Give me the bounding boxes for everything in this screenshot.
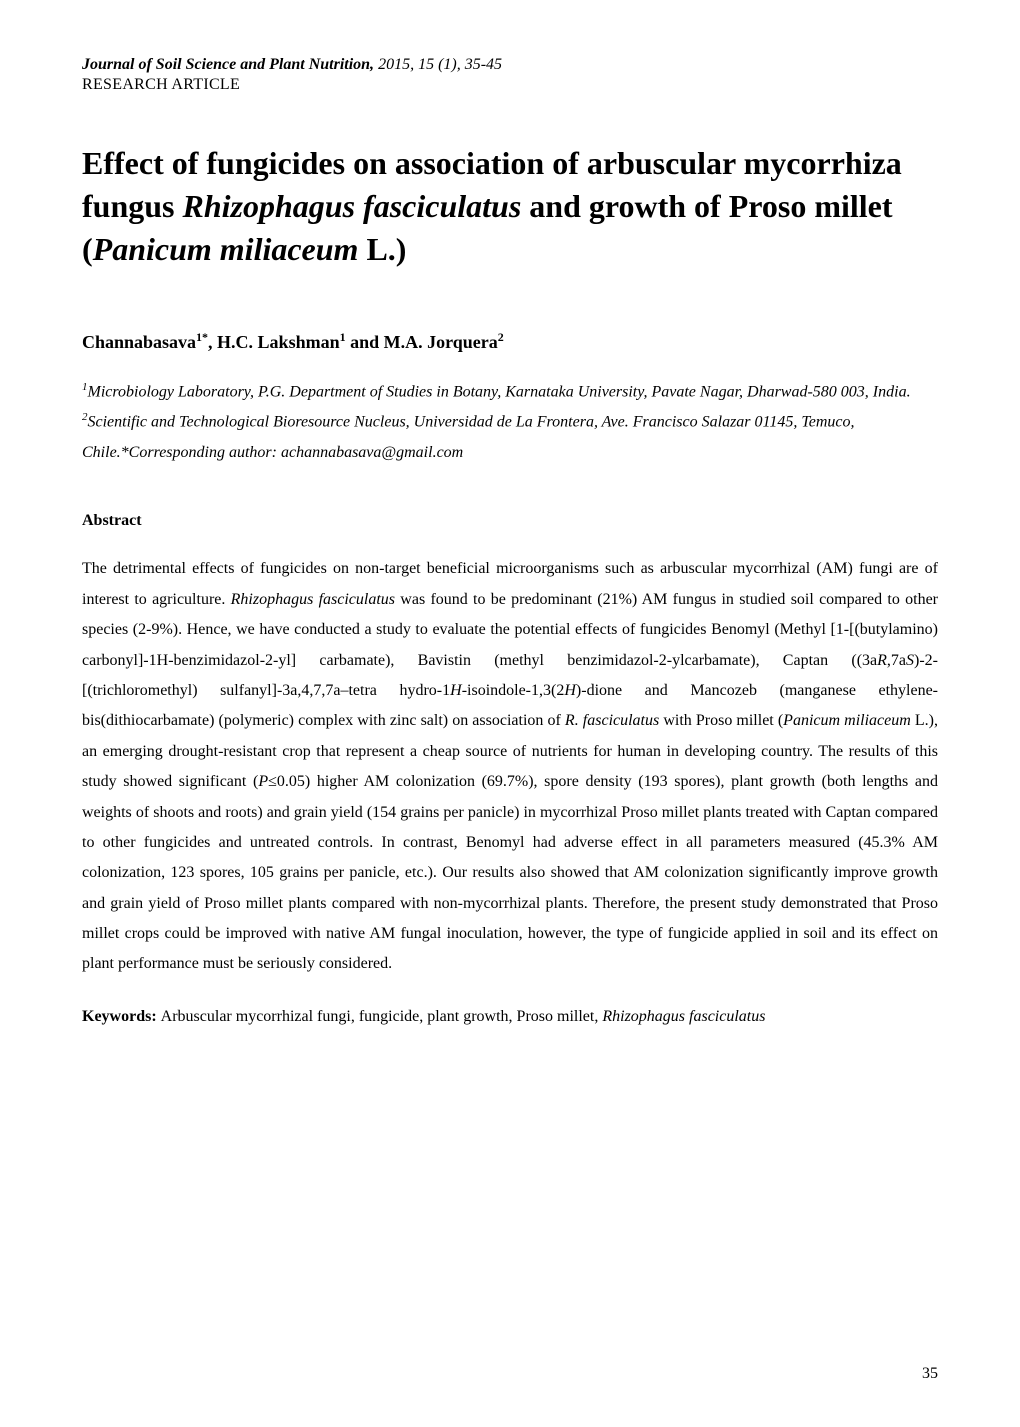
journal-issue: 2015, 15 (1), 35-45 [374, 56, 502, 73]
title-species: Rhizophagus fasciculatus [183, 188, 522, 224]
page-number: 35 [922, 1365, 938, 1383]
author-name: M.A. Jorquera [384, 332, 498, 352]
abstract-italic: R [877, 652, 887, 669]
keywords-line: Keywords: Arbuscular mycorrhizal fungi, … [82, 1002, 938, 1032]
journal-header: Journal of Soil Science and Plant Nutrit… [82, 56, 938, 74]
abstract-species: Panicum miliaceum [783, 712, 911, 729]
affiliation-text: Microbiology Laboratory, P.G. Department… [88, 383, 911, 400]
keywords-text: Arbuscular mycorrhizal fungi, fungicide,… [161, 1008, 603, 1025]
author-name: H.C. Lakshman [217, 332, 340, 352]
article-type-label: RESEARCH ARTICLE [82, 76, 938, 94]
journal-name: Journal of Soil Science and Plant Nutrit… [82, 56, 374, 73]
title-segment: L.) [358, 231, 406, 267]
abstract-segment: ≤0.05) higher AM colonization (69.7%), s… [82, 773, 938, 972]
abstract-segment: -isoindole-1,3(2 [462, 682, 565, 699]
keywords-species: Rhizophagus fasciculatus [602, 1008, 765, 1025]
title-species: Panicum miliaceum [93, 231, 359, 267]
author-affiliation-marker: 1* [196, 330, 208, 344]
abstract-segment: ,7a [887, 652, 906, 669]
abstract-species: Rhizophagus fasciculatus [231, 591, 395, 608]
abstract-body: The detrimental effects of fungicides on… [82, 554, 938, 979]
author-separator: , [208, 332, 217, 352]
keywords-label: Keywords: [82, 1008, 161, 1025]
author-affiliation-marker: 2 [498, 330, 504, 344]
abstract-italic: H [564, 682, 576, 699]
corresponding-author-text: Corresponding author: achannabasava@gmai… [129, 444, 464, 461]
author-list: Channabasava1*, H.C. Lakshman1 and M.A. … [82, 330, 938, 353]
abstract-species: R. fasciculatus [565, 712, 659, 729]
abstract-segment: with Proso millet ( [659, 712, 783, 729]
author-name: Channabasava [82, 332, 196, 352]
corresponding-star: * [121, 444, 129, 461]
author-separator: and [346, 332, 384, 352]
abstract-italic: P [258, 773, 268, 790]
abstract-heading: Abstract [82, 512, 938, 530]
abstract-italic: H [450, 682, 462, 699]
article-title: Effect of fungicides on association of a… [82, 142, 938, 272]
abstract-italic: S [906, 652, 914, 669]
affiliations-block: 1Microbiology Laboratory, P.G. Departmen… [82, 377, 938, 469]
